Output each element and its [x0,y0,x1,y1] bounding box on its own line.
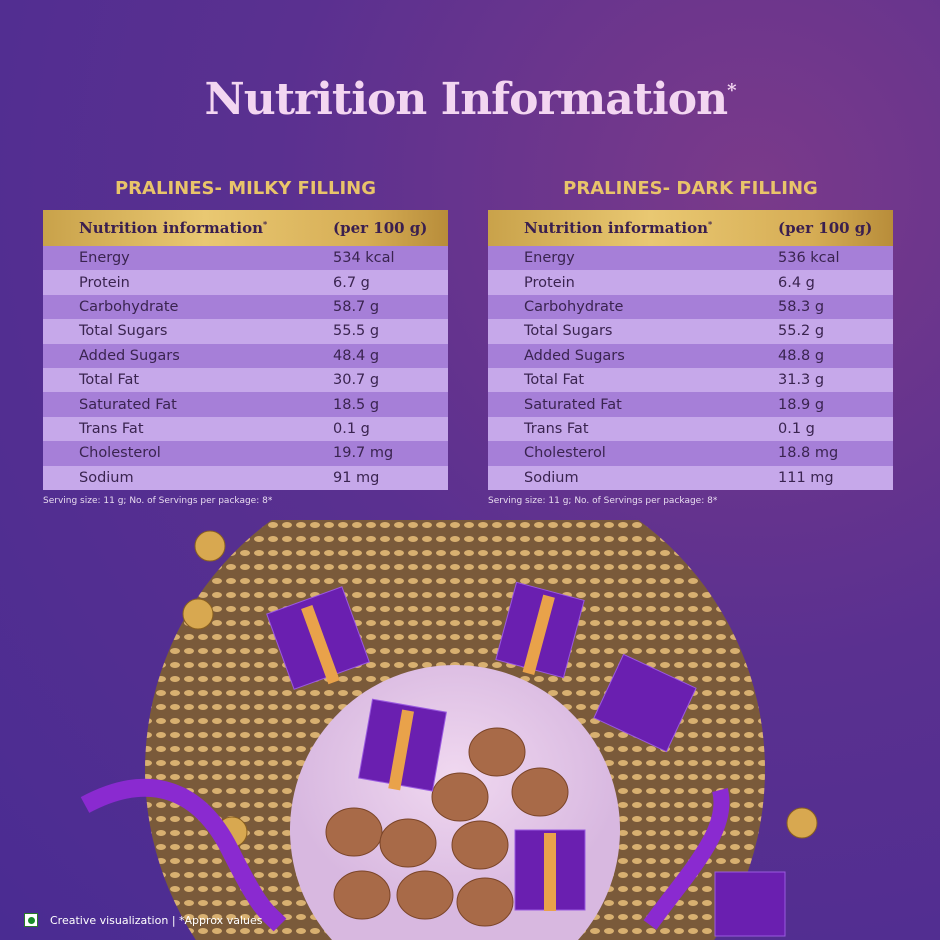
nutrient-name: Sodium [524,469,579,486]
nutrient-name: Cholesterol [79,445,161,462]
serving-info: Serving size: 11 g; No. of Servings per … [43,495,273,506]
nutrient-name: Energy [79,250,130,267]
nutrient-value: 55.2 g [778,323,825,340]
nutrient-value: 30.7 g [333,372,380,389]
nutrient-value: 111 mg [778,469,834,486]
nutrient-value: 18.5 g [333,396,380,413]
nutrient-name: Energy [524,250,575,267]
panel-heading: PRALINES- DARK FILLING [563,178,818,199]
page-title: Nutrition Information* [204,74,736,125]
table-row: Trans Fat 0.1 g [488,416,893,442]
chocolates [325,727,569,927]
table-row: Total Sugars 55.5 g [43,319,448,344]
table-row: Sodium 91 mg [43,465,448,490]
nutrient-name: Total Fat [524,372,585,389]
nutrient-value: 18.9 g [778,396,825,413]
nutrient-value: 91 mg [333,469,380,486]
nutrient-name: Carbohydrate [79,298,179,315]
nutrient-value: 48.4 g [333,347,380,364]
table-row: Sodium 111 mg [488,465,893,490]
table-row: Carbohydrate 58.7 g [43,294,448,320]
table-row: Cholesterol 19.7 mg [43,441,448,466]
nutrient-value: 55.5 g [333,323,380,340]
table-header: Nutrition information* (per 100 g) [488,210,893,246]
nutrient-name: Added Sugars [524,347,625,364]
table-row: Protein 6.7 g [43,270,448,295]
table-row: Added Sugars 48.8 g [488,343,893,368]
footer-note: Creative visualization | *Approx values [24,913,262,927]
table-row: Trans Fat 0.1 g [43,416,448,442]
nutrient-name: Carbohydrate [524,298,624,315]
nutrient-value: 6.7 g [333,274,370,291]
table-row: Energy 536 kcal [488,246,893,271]
nutrient-value: 19.7 mg [333,445,394,462]
nutrient-name: Total Sugars [524,323,613,340]
nutrient-value: 18.8 mg [778,445,839,462]
nutrient-value: 0.1 g [333,420,370,437]
table-row: Saturated Fat 18.9 g [488,392,893,417]
table-header: Nutrition information* (per 100 g) [43,210,448,246]
nutrient-name: Protein [79,274,130,291]
nutrition-table: Nutrition information* (per 100 g) Energy… [43,210,448,490]
nutrient-value: 534 kcal [333,250,395,267]
nutrient-value: 31.3 g [778,372,825,389]
panel-heading: PRALINES- MILKY FILLING [114,178,376,199]
nutrient-name: Saturated Fat [79,396,177,413]
veg-mark-icon [24,913,38,927]
nutrient-name: Cholesterol [524,445,606,462]
table-row: Energy 534 kcal [43,246,448,271]
footer-text: Creative visualization | *Approx values [50,913,263,927]
nutrient-name: Added Sugars [79,347,180,364]
nutrient-name: Saturated Fat [524,396,622,413]
milky-filling-panel: PRALINES- MILKY FILLING Nutrition inform… [43,176,448,506]
nutrient-value: 536 kcal [778,250,840,267]
ribbon [80,778,287,932]
nutrient-name: Sodium [79,469,134,486]
nutrient-value: 58.3 g [778,298,825,315]
gold-baubles [182,530,818,848]
table-row: Added Sugars 48.4 g [43,343,448,368]
nutrient-name: Total Sugars [79,323,168,340]
wrapper-bands [301,594,556,911]
chocolate-product-image [80,520,818,940]
table-row: Carbohydrate 58.3 g [488,294,893,320]
nutrient-name: Total Fat [79,372,140,389]
nutrient-value: 48.8 g [778,347,825,364]
table-row: Cholesterol 18.8 mg [488,441,893,466]
ribbon [643,788,730,930]
nutrient-value: 6.4 g [778,274,815,291]
serving-info: Serving size: 11 g; No. of Servings per … [488,495,718,506]
nutrient-value: 58.7 g [333,298,380,315]
nutrition-table: Nutrition information* (per 100 g) Energy… [488,210,893,490]
table-row: Total Fat 30.7 g [43,367,448,393]
table-row: Saturated Fat 18.5 g [43,392,448,417]
dark-filling-panel: PRALINES- DARK FILLING Nutrition informa… [488,176,893,506]
table-row: Total Fat 31.3 g [488,367,893,393]
table-row: Protein 6.4 g [488,270,893,295]
nutrient-name: Trans Fat [79,420,144,437]
nutrient-name: Protein [524,274,575,291]
nutrient-value: 0.1 g [778,420,815,437]
table-row: Total Sugars 55.2 g [488,319,893,344]
nutrient-name: Trans Fat [524,420,589,437]
